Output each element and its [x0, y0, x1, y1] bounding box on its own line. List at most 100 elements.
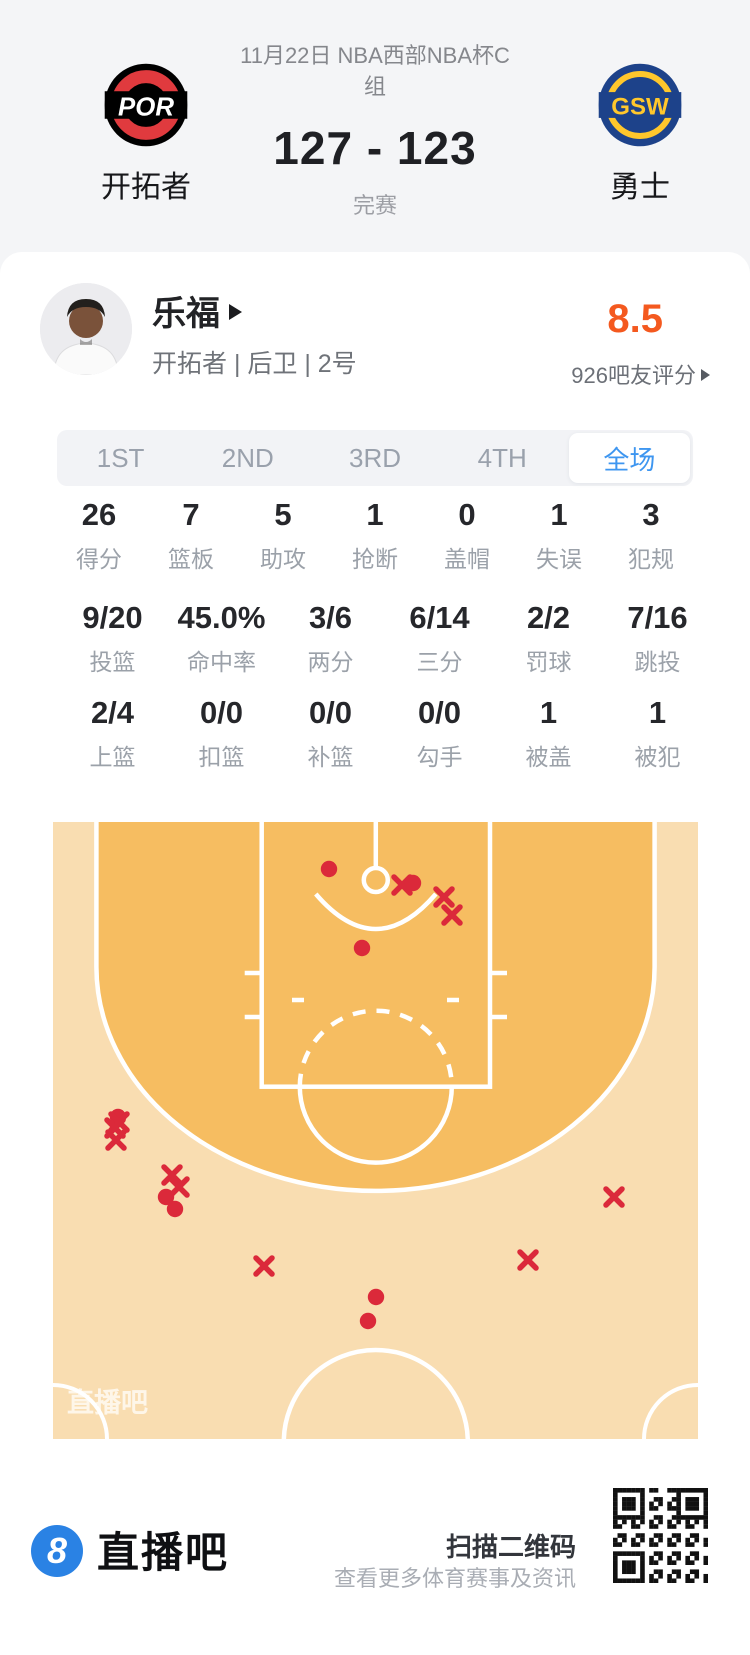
stat-value: 0/0: [417, 695, 462, 730]
stat-label: 勾手: [416, 744, 463, 770]
paint-lane: [259, 822, 493, 1089]
qr-title: 扫描二维码: [445, 1532, 576, 1562]
stat-label: 失误: [536, 546, 582, 572]
stat-value: 26: [81, 497, 117, 532]
stat-cell: 2/2 罚球: [494, 600, 603, 677]
player-stats-card: 乐福 开拓者 | 后卫 | 2号 8.5 926吧友评分 1ST 2ND 3RD 4T…: [0, 252, 750, 1655]
stat-label: 助攻: [260, 546, 306, 572]
stat-label: 被犯: [634, 744, 681, 770]
gsw-team-logo-icon: GSW: [598, 63, 682, 147]
match-status: 完赛: [352, 193, 397, 218]
missed-shot-marker: [433, 886, 455, 908]
stat-cell: 26 得分: [53, 497, 145, 574]
stats-row-3: 2/4 上篮 0/0 扣篮 0/0 补篮 0/0 勾手 1 被盖 1 被犯: [58, 695, 712, 772]
made-shot-marker: [359, 1312, 377, 1330]
zhibo8-logo-icon: 8: [31, 1525, 83, 1577]
stat-label: 被盖: [525, 744, 572, 770]
stat-value: 2/4: [90, 695, 135, 730]
stat-cell: 9/20 投篮: [58, 600, 167, 677]
tab-3rd[interactable]: 3RD: [349, 442, 402, 473]
stat-value: 7: [182, 497, 200, 532]
shot-markers: [104, 860, 625, 1330]
tab-4th[interactable]: 4TH: [477, 442, 527, 473]
stat-value: 1: [550, 497, 568, 532]
stat-cell: 7/16 跳投: [603, 600, 712, 677]
player-rating: 8.5: [607, 297, 663, 341]
stat-value: 6/14: [409, 600, 470, 635]
stat-value: 0/0: [308, 695, 353, 730]
restricted-arc: [314, 892, 438, 932]
player-name-row[interactable]: 乐福: [152, 288, 242, 333]
rating-label-row[interactable]: 926吧友评分: [571, 358, 710, 390]
stat-value: 9/20: [82, 600, 143, 635]
stat-value: 3: [642, 497, 660, 532]
three-point-area: [96, 822, 655, 1191]
missed-shot-marker: [105, 1129, 127, 1151]
por-team-logo-icon: POR: [104, 63, 188, 147]
corner-arc-left: [53, 1383, 109, 1439]
qr-code: [613, 1488, 708, 1583]
center-circle: [281, 1347, 470, 1439]
missed-shot-marker: [253, 1255, 275, 1277]
stat-label: 补篮: [307, 744, 354, 770]
tab-1st[interactable]: 1ST: [96, 442, 145, 473]
stat-label: 跳投: [634, 649, 681, 675]
expand-arrow-icon: [229, 303, 242, 320]
stat-value: 1: [539, 695, 558, 730]
competition-date-line2: 组: [363, 74, 386, 99]
stat-label: 两分: [307, 649, 354, 675]
stat-cell: 0 盖帽: [421, 497, 513, 574]
stat-cell: 5 助攻: [237, 497, 329, 574]
footer-brand: 直播吧: [97, 1529, 230, 1576]
stat-cell: 0/0 勾手: [385, 695, 494, 772]
match-score: 127 - 123: [273, 122, 477, 174]
free-throw-circle-dashed: [297, 1008, 455, 1087]
footer-qr-text: 扫描二维码 查看更多体育赛事及资讯: [334, 1532, 576, 1592]
stat-label: 上篮: [89, 744, 136, 770]
stat-cell: 45.0% 命中率: [167, 600, 276, 677]
missed-shot-marker: [517, 1249, 539, 1271]
stat-value: 5: [274, 497, 292, 532]
made-shot-marker: [353, 939, 371, 957]
stat-label: 盖帽: [444, 546, 490, 572]
rating-arrow-icon: [701, 369, 710, 381]
stat-cell: 7 篮板: [145, 497, 237, 574]
player-name: 乐福: [152, 294, 220, 333]
made-shot-marker: [320, 860, 338, 878]
stat-label: 犯规: [628, 546, 674, 572]
corner-arc-right: [642, 1383, 698, 1439]
stats-row-2: 9/20 投篮 45.0% 命中率 3/6 两分 6/14 三分 2/2 罚球 7/16 跳投: [58, 600, 712, 677]
free-throw-circle-solid: [297, 1086, 455, 1165]
stat-label: 抢断: [352, 546, 398, 572]
stat-value: 45.0%: [177, 600, 266, 635]
competition-date-line1: 11月22日 NBA西部NBA杯C: [240, 43, 510, 68]
stat-cell: 1 被犯: [603, 695, 712, 772]
tab-全场[interactable]: 全场: [568, 433, 691, 483]
player-photo-icon: [40, 283, 132, 375]
stat-value: 7/16: [627, 600, 688, 635]
player-meta: 开拓者 | 后卫 | 2号: [152, 350, 357, 378]
court-watermark: 直播吧: [67, 1388, 148, 1418]
player-avatar[interactable]: [40, 283, 132, 375]
made-shot-marker: [404, 874, 422, 892]
three-point-line: [94, 822, 657, 1194]
match-info: 11月22日 NBA西部NBA杯C 组 127 - 123 完赛: [190, 0, 560, 220]
stat-cell: 2/4 上篮: [58, 695, 167, 772]
scoreboard-header: POR 开拓者 11月22日 NBA西部NBA杯C 组 127 - 123 完赛…: [0, 0, 750, 252]
made-shot-marker: [157, 1188, 175, 1206]
tab-2nd[interactable]: 2ND: [221, 442, 274, 473]
stat-cell: 1 被盖: [494, 695, 603, 772]
stat-cell: 1 失误: [513, 497, 605, 574]
stat-label: 命中率: [187, 649, 256, 675]
svg-text:POR: POR: [118, 93, 174, 121]
stat-value: 3/6: [308, 600, 353, 635]
stat-cell: 0/0 扣篮: [167, 695, 276, 772]
stat-value: 0/0: [199, 695, 244, 730]
stats-row-1: 26 得分 7 篮板 5 助攻 1 抢断 0 盖帽 1 失误 3 犯规: [53, 497, 697, 574]
lane-hash-marks: [244, 970, 507, 1020]
stat-value: 1: [366, 497, 384, 532]
team-away[interactable]: GSW 勇士: [550, 62, 730, 206]
team-home[interactable]: POR 开拓者: [56, 62, 236, 206]
rating-label: 926吧友评分: [571, 363, 696, 388]
stat-value: 2/2: [526, 600, 571, 635]
